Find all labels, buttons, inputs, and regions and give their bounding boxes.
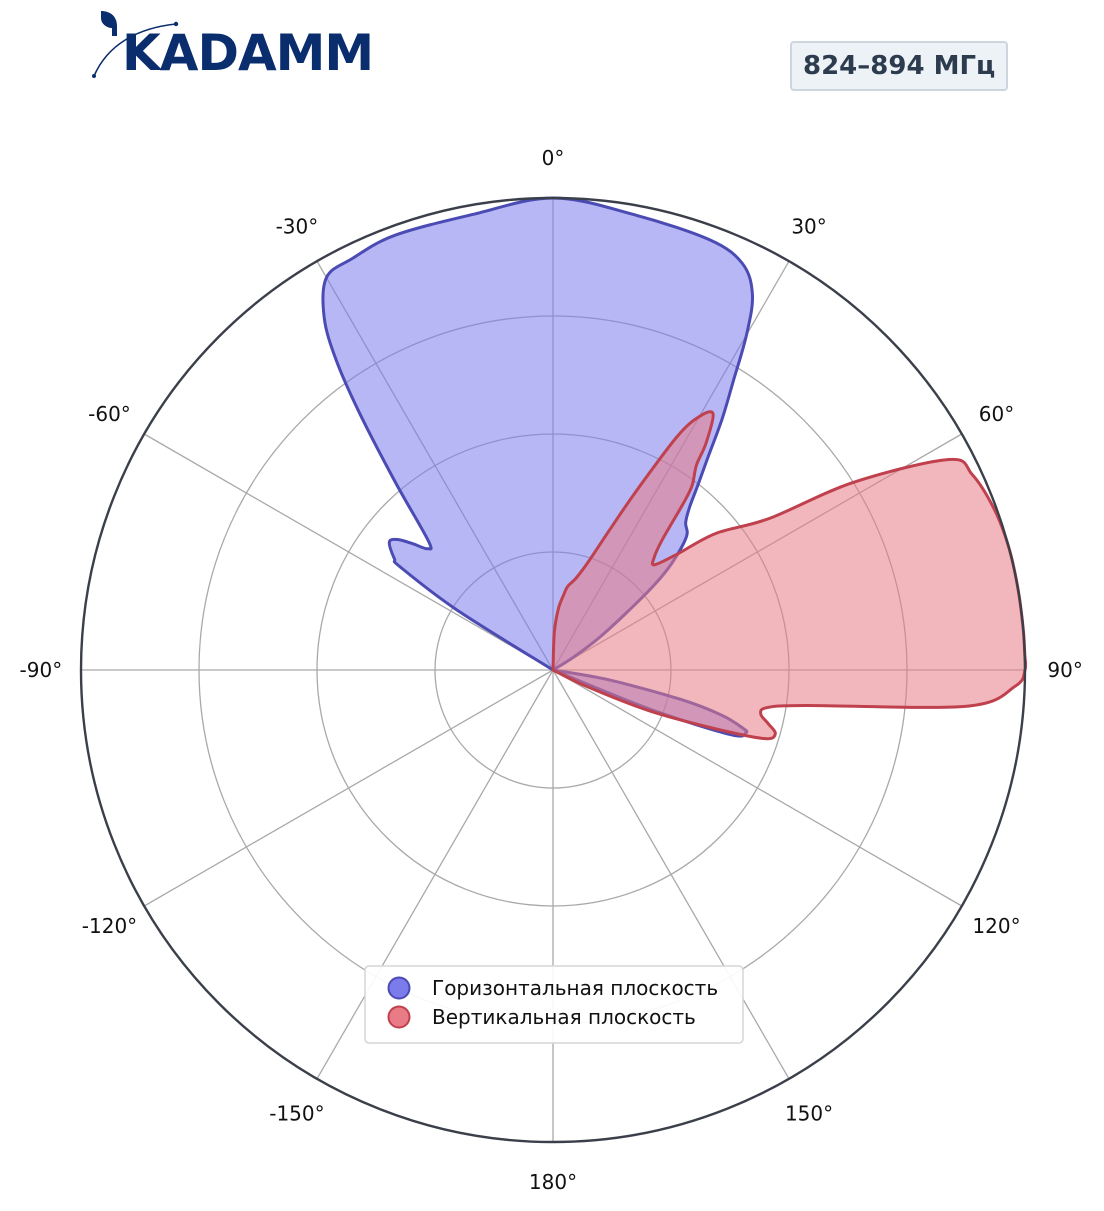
legend-marker-icon — [387, 1005, 411, 1029]
pattern-series — [321, 196, 1028, 741]
kadamm-logo — [92, 11, 179, 78]
legend-box — [364, 965, 744, 1044]
legend-marker-icon — [387, 976, 411, 1000]
polar-frame — [79, 196, 1027, 1144]
legend-label: Вертикальная плоскость — [432, 1005, 696, 1029]
pattern-lobe — [551, 410, 1028, 741]
angle-tick-label: -60° — [88, 402, 131, 426]
legend: Горизонтальная плоскость Вертикальная пло… — [364, 965, 744, 1044]
logo-swoosh-icon — [93, 23, 177, 77]
angle-tick-label: 60° — [979, 402, 1014, 426]
angle-tick-label: 180° — [529, 1170, 577, 1194]
angle-tick-label: 0° — [542, 146, 565, 170]
logo-dot-icon — [173, 21, 179, 27]
logo-mark-icon — [101, 11, 117, 36]
logo-dot-icon — [92, 74, 96, 78]
angle-tick-label: -30° — [276, 214, 319, 238]
angle-labels: 0° 30° 60° 90° 120° 150° 180° -150° -120° -90° -60… — [20, 146, 1083, 1194]
angle-tick-label: 150° — [785, 1102, 833, 1126]
angle-tick-label: 90° — [1047, 658, 1082, 682]
angle-tick-label: 30° — [791, 214, 826, 238]
angle-tick-label: -120° — [82, 914, 137, 938]
polar-frame-circle — [79, 196, 1027, 1144]
frequency-badge: 824–894 МГц — [790, 41, 1009, 91]
angle-tick-label: -90° — [20, 658, 63, 682]
brand-name: KADAMM — [122, 24, 374, 82]
angle-tick-label: -150° — [269, 1102, 324, 1126]
angle-tick-label: 120° — [972, 914, 1020, 938]
legend-label: Горизонтальная плоскость — [432, 976, 718, 1000]
